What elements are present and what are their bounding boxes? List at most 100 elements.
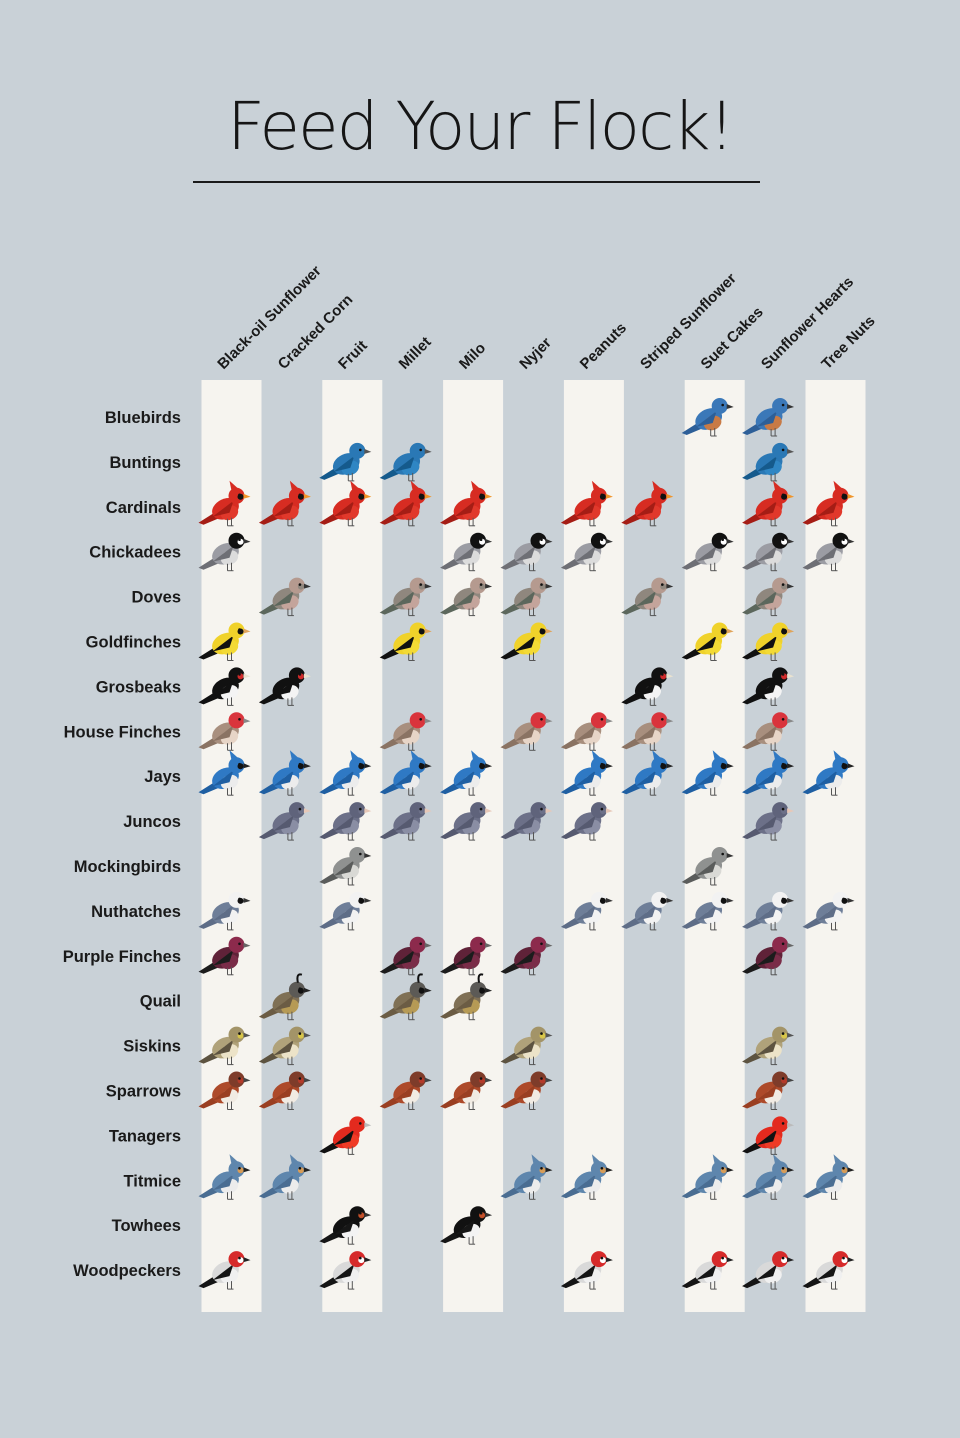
row-label-mockingbirds: Mockingbirds: [74, 858, 181, 876]
bird-icon-house-finches-nyjer: [500, 712, 553, 751]
bird-icon-goldfinches-black-oil-sunflower: [198, 622, 251, 661]
row-label-grosbeaks: Grosbeaks: [96, 678, 181, 696]
column-header-tree-nuts: Tree Nuts: [818, 312, 878, 372]
bird-icon-house-finches-striped-sunflower: [621, 712, 674, 751]
bird-icon-cardinals-fruit: [319, 480, 372, 527]
bird-icon-towhees-fruit: [319, 1206, 372, 1245]
bird-icon-titmice-black-oil-sunflower: [198, 1154, 251, 1200]
bird-icon-goldfinches-nyjer: [500, 622, 553, 661]
bird-icon-chickadees-sunflower-hearts: [742, 532, 795, 572]
bird-icon-jays-fruit: [319, 750, 372, 796]
bird-icon-sparrows-sunflower-hearts: [742, 1071, 795, 1110]
column-header-milo: Milo: [456, 340, 489, 373]
bird-icon-jays-tree-nuts: [802, 750, 855, 796]
row-label-doves: Doves: [131, 589, 181, 607]
bird-icon-purple-finches-black-oil-sunflower: [198, 936, 251, 976]
bird-icon-nuthatches-fruit: [319, 891, 372, 931]
bird-icon-chickadees-nyjer: [500, 532, 553, 572]
row-label-house-finches: House Finches: [64, 723, 181, 741]
bird-icon-quail-cracked-corn: [258, 973, 311, 1021]
column-header-fruit: Fruit: [335, 337, 371, 373]
bird-icon-juncos-sunflower-hearts: [742, 802, 795, 841]
bird-icon-jays-black-oil-sunflower: [198, 750, 251, 796]
bird-icon-juncos-peanuts: [560, 802, 613, 841]
column-header-nyjer: Nyjer: [516, 334, 555, 373]
bird-icon-goldfinches-suet-cakes: [681, 622, 734, 661]
bird-icon-tanagers-sunflower-hearts: [742, 1116, 795, 1155]
bird-icon-mockingbirds-fruit: [319, 847, 372, 886]
bird-icon-nuthatches-sunflower-hearts: [742, 891, 795, 931]
bird-icon-cardinals-sunflower-hearts: [742, 480, 795, 527]
page-title: Feed Your Flock!: [227, 88, 735, 165]
bird-icon-house-finches-sunflower-hearts: [742, 712, 795, 751]
bird-icon-titmice-peanuts: [560, 1154, 613, 1200]
bird-icon-jays-peanuts: [560, 750, 613, 796]
bird-icon-doves-millet: [379, 577, 432, 617]
bird-icon-bluebirds-suet-cakes: [681, 398, 734, 437]
row-label-juncos: Juncos: [123, 813, 181, 831]
bird-icon-sparrows-milo: [440, 1071, 493, 1110]
bird-icon-doves-striped-sunflower: [621, 577, 674, 617]
bird-icon-nuthatches-striped-sunflower: [621, 891, 674, 931]
bird-icon-chickadees-milo: [440, 532, 493, 572]
bird-icon-sparrows-millet: [379, 1071, 432, 1110]
row-label-bluebirds: Bluebirds: [105, 409, 181, 427]
column-header-millet: Millet: [396, 334, 435, 373]
title-underline: [193, 181, 760, 183]
bird-icon-siskins-sunflower-hearts: [742, 1026, 795, 1066]
bird-icon-doves-cracked-corn: [258, 577, 311, 617]
row-label-towhees: Towhees: [112, 1217, 181, 1235]
bird-icon-grosbeaks-black-oil-sunflower: [198, 667, 251, 706]
bird-icon-jays-sunflower-hearts: [742, 750, 795, 796]
bird-icon-woodpeckers-tree-nuts: [802, 1251, 855, 1290]
column-stripe-fruit: [322, 380, 383, 1312]
bird-icon-cardinals-peanuts: [560, 480, 613, 527]
bird-icon-house-finches-peanuts: [560, 712, 613, 751]
bird-icon-grosbeaks-sunflower-hearts: [742, 667, 795, 706]
bird-icon-juncos-millet: [379, 802, 432, 841]
bird-icon-quail-millet: [379, 973, 432, 1021]
bird-icon-buntings-sunflower-hearts: [742, 442, 795, 482]
bird-icon-cardinals-cracked-corn: [258, 480, 311, 527]
bird-icon-sparrows-nyjer: [500, 1071, 553, 1110]
bird-icon-doves-nyjer: [500, 577, 553, 617]
bird-icon-chickadees-suet-cakes: [681, 532, 734, 572]
bird-icon-siskins-cracked-corn: [258, 1026, 311, 1066]
bird-icon-purple-finches-nyjer: [500, 936, 553, 976]
bird-icon-siskins-nyjer: [500, 1026, 553, 1066]
bird-icon-juncos-milo: [440, 802, 493, 841]
bird-icon-chickadees-peanuts: [560, 532, 613, 572]
bird-icon-house-finches-millet: [379, 712, 432, 751]
bird-icon-cardinals-milo: [440, 480, 493, 527]
bird-icon-titmice-suet-cakes: [681, 1154, 734, 1200]
bird-icon-jays-cracked-corn: [258, 750, 311, 796]
bird-icon-jays-suet-cakes: [681, 750, 734, 796]
row-label-purple-finches: Purple Finches: [63, 948, 181, 966]
row-label-jays: Jays: [144, 768, 181, 786]
bird-icon-buntings-millet: [379, 442, 432, 482]
row-label-chickadees: Chickadees: [89, 544, 181, 562]
bird-icon-woodpeckers-suet-cakes: [681, 1251, 734, 1290]
bird-icon-purple-finches-milo: [440, 936, 493, 976]
bird-icon-grosbeaks-cracked-corn: [258, 667, 311, 706]
bird-icon-woodpeckers-black-oil-sunflower: [198, 1251, 251, 1290]
bird-icon-doves-sunflower-hearts: [742, 577, 795, 617]
bird-icon-towhees-milo: [440, 1206, 493, 1245]
bird-icon-titmice-sunflower-hearts: [742, 1154, 795, 1200]
bird-icon-doves-milo: [440, 577, 493, 617]
row-label-goldfinches: Goldfinches: [86, 634, 181, 652]
row-label-buntings: Buntings: [110, 454, 182, 472]
bird-icon-woodpeckers-peanuts: [560, 1251, 613, 1290]
bird-icon-woodpeckers-fruit: [319, 1251, 372, 1290]
bird-icon-purple-finches-sunflower-hearts: [742, 936, 795, 976]
bird-icon-grosbeaks-striped-sunflower: [621, 667, 674, 706]
bird-icon-woodpeckers-sunflower-hearts: [742, 1251, 795, 1290]
bird-icon-chickadees-black-oil-sunflower: [198, 532, 251, 572]
bird-icon-goldfinches-sunflower-hearts: [742, 622, 795, 661]
row-label-sparrows: Sparrows: [106, 1083, 181, 1101]
bird-icon-goldfinches-millet: [379, 622, 432, 661]
bird-icon-cardinals-striped-sunflower: [621, 480, 674, 527]
bird-icon-tanagers-fruit: [319, 1116, 372, 1155]
bird-icon-cardinals-black-oil-sunflower: [198, 480, 251, 527]
